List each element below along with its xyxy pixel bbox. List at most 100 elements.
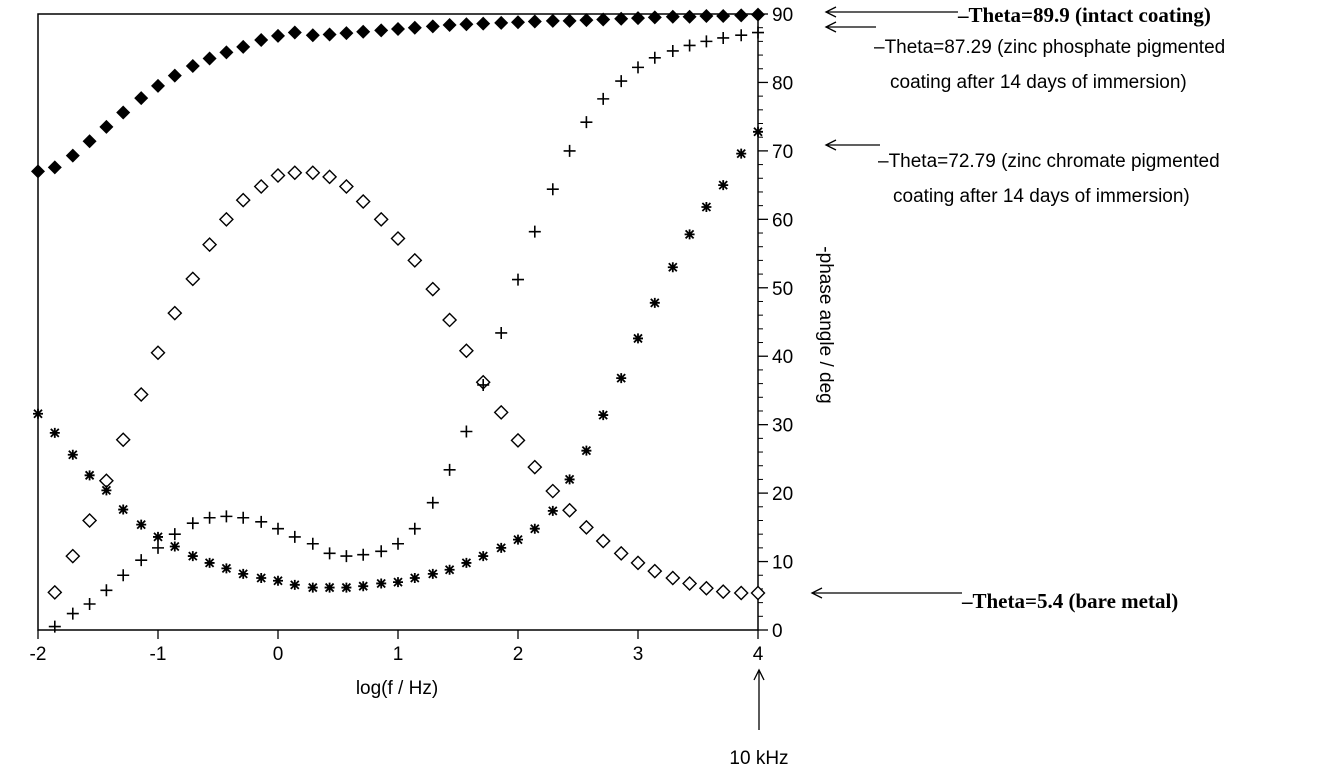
series-filled-diamond <box>31 7 765 179</box>
data-point <box>82 134 97 149</box>
data-point <box>578 519 594 535</box>
data-point <box>444 564 455 575</box>
data-point <box>510 432 526 448</box>
data-point <box>357 548 370 561</box>
data-point <box>666 44 679 57</box>
data-point <box>287 25 302 40</box>
data-point <box>167 305 183 321</box>
data-point <box>287 165 303 181</box>
data-point <box>186 517 199 530</box>
data-point <box>614 11 629 26</box>
data-point <box>390 231 406 246</box>
data-point <box>338 178 354 194</box>
data-point <box>305 165 321 181</box>
x-tick-label: 1 <box>393 644 404 665</box>
data-point <box>272 522 284 535</box>
data-point <box>117 569 130 582</box>
annotation-chromate-line1: –Theta=72.79 (zinc chromate pigmented <box>878 151 1220 172</box>
data-point <box>443 463 456 476</box>
data-point <box>648 51 661 64</box>
y-tick-label: 10 <box>772 553 793 574</box>
y-axis-label: -phase angle / deg <box>815 246 836 403</box>
y-tick-label: 50 <box>772 279 793 300</box>
x-tick-label: 4 <box>753 644 764 665</box>
plot-frame <box>37 13 759 631</box>
data-point <box>496 542 507 553</box>
data-point <box>425 281 441 297</box>
data-point <box>65 148 80 163</box>
data-point <box>375 545 388 558</box>
data-point <box>476 16 491 31</box>
data-point <box>633 333 643 344</box>
series-asterisk <box>33 126 763 593</box>
data-point <box>495 326 508 339</box>
data-point <box>66 607 79 620</box>
data-point <box>392 537 404 550</box>
data-point <box>373 211 389 227</box>
data-marks <box>31 7 766 633</box>
data-point <box>477 378 490 391</box>
x-tick-label: 0 <box>273 644 284 665</box>
data-point <box>715 584 731 600</box>
data-point <box>254 33 269 48</box>
data-point <box>716 9 731 24</box>
data-point <box>528 225 541 238</box>
data-point <box>494 15 509 30</box>
data-point <box>734 8 749 23</box>
data-point <box>545 13 560 28</box>
data-point <box>185 271 201 287</box>
data-point <box>150 345 166 361</box>
data-point <box>595 533 611 549</box>
data-point <box>47 160 62 175</box>
data-point <box>305 28 320 43</box>
data-point <box>409 572 420 583</box>
data-point <box>307 582 318 593</box>
data-point <box>118 504 129 515</box>
data-point <box>581 445 592 456</box>
data-point <box>736 148 747 159</box>
data-point <box>273 575 283 586</box>
data-point <box>580 116 593 129</box>
data-point <box>134 91 149 106</box>
y-tick-label: 90 <box>772 5 793 26</box>
data-point <box>527 14 542 29</box>
series-open-diamond <box>47 165 766 601</box>
data-point <box>204 557 215 568</box>
arrowhead-bare <box>810 587 823 599</box>
data-point <box>115 432 131 448</box>
data-point <box>461 557 472 568</box>
data-point <box>151 78 165 93</box>
data-point <box>717 31 730 44</box>
data-point <box>408 522 421 535</box>
x-tick-label: 3 <box>633 644 644 665</box>
y-tick-label: 20 <box>772 484 793 505</box>
data-point <box>665 9 680 24</box>
data-point <box>647 563 663 579</box>
data-point <box>203 511 216 524</box>
data-point <box>153 531 163 542</box>
data-point <box>564 474 575 485</box>
data-point <box>67 449 78 460</box>
data-point <box>82 512 98 528</box>
data-point <box>700 35 713 48</box>
data-point <box>596 12 611 27</box>
annotation-phosphate-line1: –Theta=87.29 (zinc phosphate pigmented <box>874 37 1225 58</box>
data-point <box>393 577 403 588</box>
y-tick-label: 80 <box>772 73 793 94</box>
annotations: log(f / Hz) -phase angle / deg –Theta=89… <box>356 3 1225 769</box>
data-point <box>238 568 249 579</box>
data-point <box>185 59 200 74</box>
data-point <box>323 547 336 560</box>
arrowhead-phosphate <box>824 21 837 33</box>
data-point <box>701 202 712 213</box>
data-point <box>355 194 371 210</box>
data-point <box>735 29 748 42</box>
data-point <box>684 229 695 240</box>
data-point <box>341 582 352 593</box>
annotation-chromate-line2: coating after 14 days of immersion) <box>893 186 1190 207</box>
arrowhead-intact <box>824 6 837 18</box>
data-point <box>135 554 148 567</box>
data-point <box>322 169 338 185</box>
data-point <box>562 13 577 28</box>
data-point <box>512 273 524 286</box>
